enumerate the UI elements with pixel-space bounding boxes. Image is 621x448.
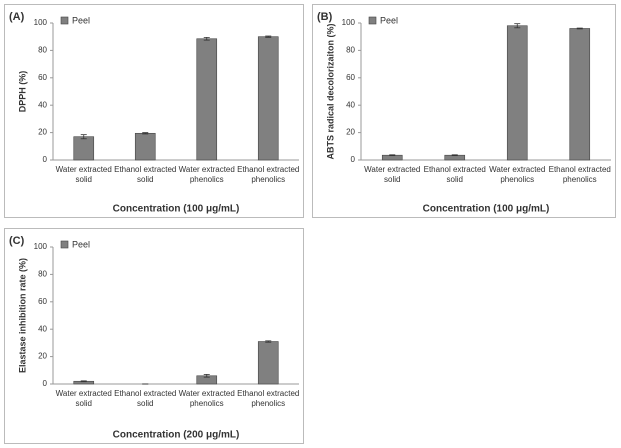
error-bar — [203, 36, 210, 41]
legend-label: Peel — [72, 239, 90, 249]
x-axis-title: Concentration (100 μg/mL) — [423, 204, 550, 215]
error-bar — [142, 132, 149, 135]
chart-panel: (C) Elastase inhibition rate (%) Concentra… — [4, 228, 304, 444]
error-bar — [265, 340, 272, 343]
bar — [73, 136, 95, 161]
chart-panel: (B) ABTS radical decolorizaiton (%) Concen… — [312, 4, 616, 218]
legend-swatch — [60, 240, 69, 249]
x-tick-label: Water extracted solid — [55, 165, 112, 184]
chart: (B)ABTS radical decolorizaiton (%) Concen… — [317, 11, 611, 215]
y-tick-label: 20 — [346, 128, 355, 137]
x-tick-label: Water extracted solid — [55, 389, 112, 408]
bar — [196, 38, 218, 161]
legend-swatch — [368, 16, 377, 25]
y-tick-label: 20 — [38, 128, 47, 137]
panel-label: (A) — [9, 11, 25, 23]
y-tick-label: 100 — [342, 18, 356, 27]
chart: (C) Elastase inhibition rate (%) Concentra… — [9, 235, 299, 441]
error-bar — [451, 154, 458, 157]
legend-label: Peel — [380, 15, 398, 25]
x-tick-label: Ethanol extracted solid — [423, 165, 486, 184]
x-tick-label: Water extracted solid — [364, 165, 421, 184]
bar — [257, 36, 279, 161]
error-bar — [265, 35, 272, 38]
x-tick-label: Water extracted phenolics — [178, 389, 235, 408]
y-tick-label: 80 — [346, 46, 355, 55]
y-tick-label: 40 — [346, 100, 355, 109]
x-axis-title: Concentration (200 μg/mL) — [113, 430, 240, 441]
panel-label: (B) — [317, 11, 333, 23]
y-tick-label: 100 — [34, 18, 48, 27]
y-axis-title: ABTS radical decolorizaiton (%) — [325, 23, 335, 159]
y-tick-label: 60 — [38, 73, 47, 82]
legend-label: Peel — [72, 15, 90, 25]
y-tick-label: 0 — [43, 155, 48, 164]
y-tick-label: 100 — [34, 242, 48, 251]
y-tick-label: 80 — [38, 46, 47, 55]
x-axis-title: Concentration (100 μg/mL) — [113, 204, 240, 215]
y-tick-label: 60 — [38, 297, 47, 306]
error-bar — [389, 154, 396, 157]
y-axis-title: DPPH (%) — [17, 71, 27, 113]
legend-swatch — [60, 16, 69, 25]
x-tick-label: Ethanol extracted solid — [114, 165, 177, 184]
y-tick-label: 0 — [351, 155, 356, 164]
y-tick-label: 60 — [346, 73, 355, 82]
y-tick-label: 40 — [38, 324, 47, 333]
error-bar — [203, 374, 210, 378]
x-tick-label: Ethanol extracted phenolics — [237, 165, 300, 184]
x-tick-label: Water extracted phenolics — [489, 165, 546, 184]
error-bar — [80, 380, 87, 383]
y-tick-label: 0 — [43, 379, 48, 388]
x-tick-label: Ethanol extracted solid — [114, 389, 177, 408]
y-tick-label: 20 — [38, 352, 47, 361]
chart-panel: (A) DPPH (%) Concentration (100 μg/mL) 0 20 4… — [4, 4, 304, 218]
error-bar — [514, 23, 521, 29]
panel-label: (C) — [9, 235, 25, 247]
x-tick-label: Ethanol extracted phenolics — [548, 165, 611, 184]
bar — [257, 341, 279, 385]
error-bar — [80, 134, 87, 140]
chart: (A) DPPH (%) Concentration (100 μg/mL) 0 20 4… — [9, 11, 299, 215]
y-axis-title: Elastase inhibition rate (%) — [17, 258, 27, 373]
x-tick-label: Water extracted phenolics — [178, 165, 235, 184]
y-tick-label: 40 — [38, 100, 47, 109]
x-tick-label: Ethanol extracted phenolics — [237, 389, 300, 408]
bar — [506, 25, 528, 161]
bar — [569, 28, 591, 161]
error-bar — [576, 27, 583, 30]
bar — [134, 132, 156, 161]
y-tick-label: 80 — [38, 270, 47, 279]
